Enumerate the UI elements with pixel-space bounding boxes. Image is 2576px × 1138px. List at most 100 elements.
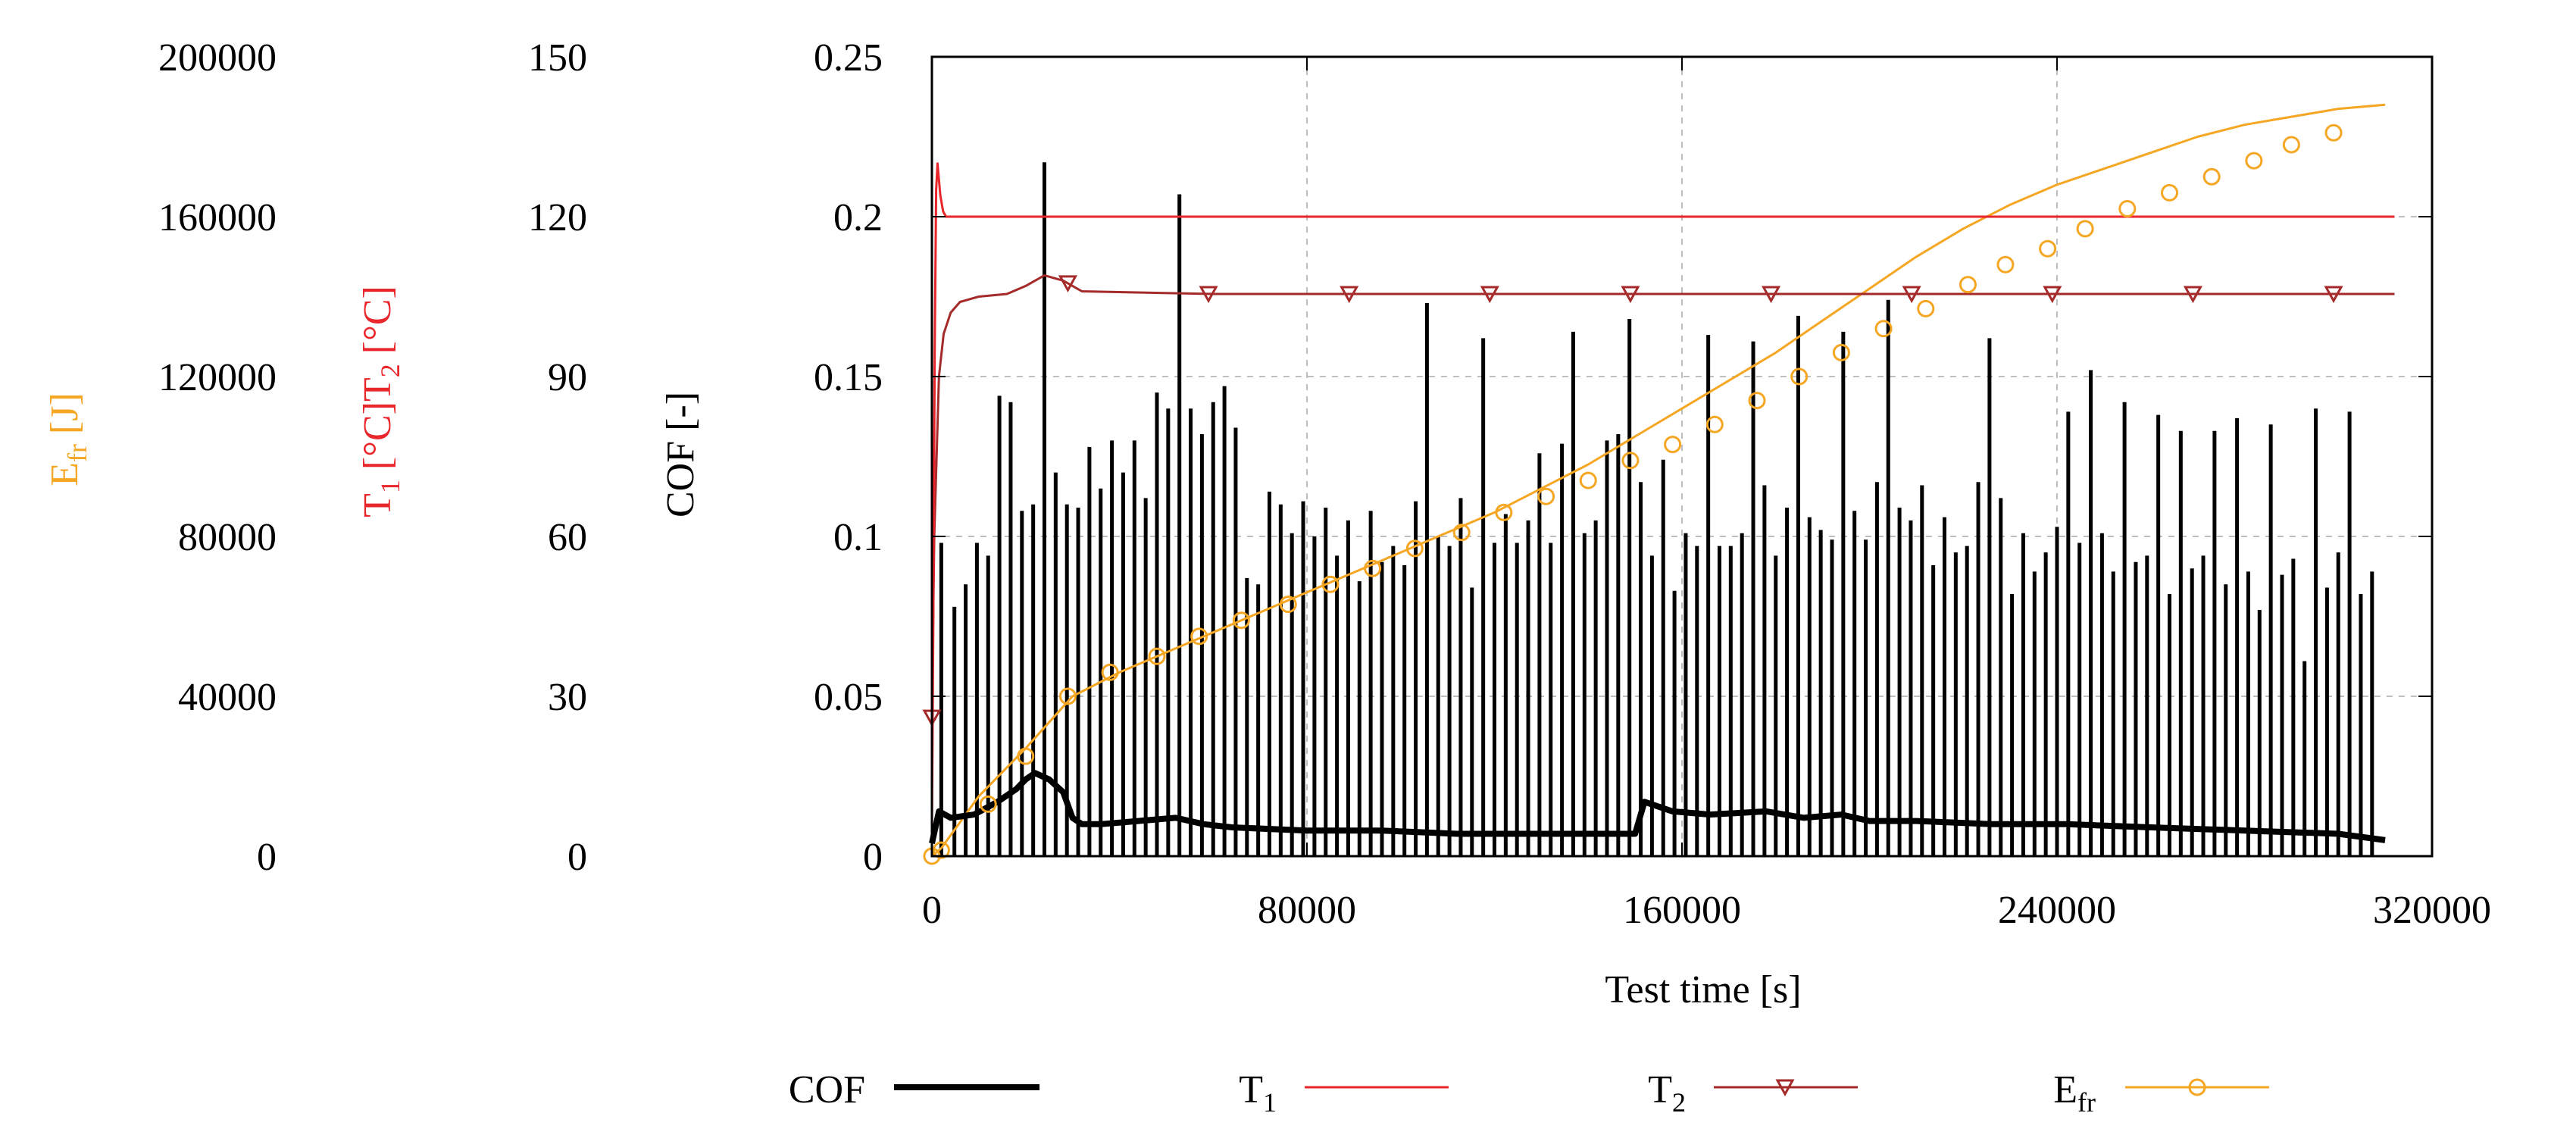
efr-tick-label: 160000 (158, 196, 277, 239)
cof-tick-label: 0.2 (833, 196, 883, 239)
efr-marker (1101, 663, 1119, 681)
efr-marker (1279, 596, 1297, 614)
cof-tick-label: 0.05 (814, 676, 883, 719)
efr-marker (2076, 220, 2094, 238)
t2-marker (1340, 286, 1359, 304)
x-tick-label: 0 (922, 889, 942, 932)
cof-tick-label: 0 (863, 836, 883, 879)
efr-marker (1405, 539, 1424, 558)
t2-marker (1762, 286, 1781, 304)
legend-label-cof-main: COF (789, 1068, 865, 1111)
cof-tick-label: 0.15 (814, 356, 883, 399)
legend-label-efr: Efr (2053, 1068, 2096, 1118)
efr-marker (932, 841, 950, 859)
t2-marker (2324, 286, 2343, 304)
t1-axis-label-sub: 1 (375, 480, 405, 493)
temp-tick-label: 90 (548, 356, 587, 399)
efr-marker (1148, 647, 1166, 665)
cof-tick-label: 0.25 (814, 36, 883, 80)
x-tick-label: 80000 (1258, 889, 1356, 932)
efr-tick-label: 200000 (158, 36, 277, 80)
legend: COF T1 T2 Efr (789, 1068, 2269, 1118)
temp-tick-label: 150 (528, 36, 587, 80)
t2-marker (1621, 286, 1640, 304)
series-line-efr (931, 103, 2386, 858)
axis-ticks: 0 80000 160000 240000 3200000400008000012000… (158, 36, 2491, 932)
efr-tick-label: 80000 (178, 516, 277, 559)
efr-marker (1664, 436, 1682, 454)
efr-marker (1537, 487, 1555, 505)
efr-marker (1321, 575, 1340, 593)
t2-marker (1199, 286, 1218, 304)
efr-marker (1579, 471, 1597, 489)
cof-tick-label: 0.1 (833, 516, 883, 559)
efr-marker (2039, 239, 2057, 258)
legend-label-t1-main: T (1239, 1068, 1263, 1111)
efr-marker (1190, 627, 1208, 646)
efr-marker (2118, 199, 2137, 217)
legend-label-cof: COF (789, 1068, 865, 1111)
t2-marker (1058, 275, 1077, 293)
cof-axis-label: COF [-] (659, 392, 702, 517)
efr-marker (1495, 503, 1513, 521)
series-line-cof (929, 770, 2386, 844)
efr-axis-label: Efr [J] (43, 392, 92, 486)
efr-marker (1452, 524, 1471, 542)
temp-tick-label: 30 (548, 676, 587, 719)
efr-marker (1621, 452, 1640, 470)
efr-marker (1058, 687, 1077, 705)
temp-tick-label: 0 (567, 836, 587, 879)
t2-marker (2183, 286, 2202, 304)
t1-axis-label-main: T (356, 493, 399, 517)
legend-label-t2-sub: 2 (1672, 1087, 1686, 1118)
efr-tick-label: 0 (257, 836, 277, 879)
legend-label-t2: T2 (1648, 1068, 1686, 1118)
t2-marker (2043, 286, 2062, 304)
efr-axis-label-sub: fr (62, 444, 92, 462)
efr-marker (1959, 276, 1977, 294)
temp-axis-label: T1 [°C]T2 [°C] (356, 286, 405, 517)
efr-marker (1748, 392, 1766, 410)
efr-marker (1832, 343, 1850, 361)
legend-label-efr-sub: fr (2077, 1087, 2096, 1118)
x-tick-label: 320000 (2373, 889, 2491, 932)
t2-axis-label-main: T (356, 377, 399, 402)
efr-marker (1364, 559, 1382, 577)
t2-marker (1902, 286, 1921, 304)
t2-axis-label-sub: 2 (375, 364, 405, 377)
x-tick-label: 240000 (1998, 889, 2116, 932)
t1-axis-label-unit: [°C] (356, 402, 399, 480)
temp-tick-label: 120 (528, 196, 587, 239)
t2-marker (1480, 286, 1499, 304)
series-lines (929, 103, 2395, 858)
efr-axis-label-main: E (43, 462, 86, 486)
efr-marker (1017, 747, 1035, 765)
efr-axis-label-unit: [J] (43, 392, 86, 444)
temp-tick-label: 60 (548, 516, 587, 559)
series-line-t1 (930, 162, 2395, 830)
efr-marker (2245, 152, 2263, 170)
efr-marker (2282, 136, 2300, 154)
series-line-t2 (930, 274, 2395, 718)
efr-tick-label: 40000 (178, 676, 277, 719)
efr-marker (1874, 320, 1893, 338)
efr-tick-label: 120000 (158, 356, 277, 399)
efr-marker (2161, 183, 2178, 202)
efr-marker (2202, 167, 2221, 186)
efr-marker (1996, 255, 2015, 274)
x-tick-label: 160000 (1623, 889, 1741, 932)
efr-marker (1232, 611, 1250, 630)
efr-marker (1705, 415, 1724, 433)
legend-label-t1-sub: 1 (1263, 1087, 1277, 1118)
legend-label-t2-main: T (1648, 1068, 1672, 1111)
efr-marker (1790, 367, 1809, 386)
t2-axis-label-unit: [°C] (356, 286, 399, 364)
legend-label-t1: T1 (1239, 1068, 1277, 1118)
efr-marker (979, 795, 997, 813)
x-axis-label: Test time [s] (1605, 968, 1801, 1011)
legend-marker-t2 (1775, 1079, 1795, 1097)
legend-marker-efr (2188, 1078, 2206, 1096)
legend-label-efr-main: E (2053, 1068, 2077, 1111)
